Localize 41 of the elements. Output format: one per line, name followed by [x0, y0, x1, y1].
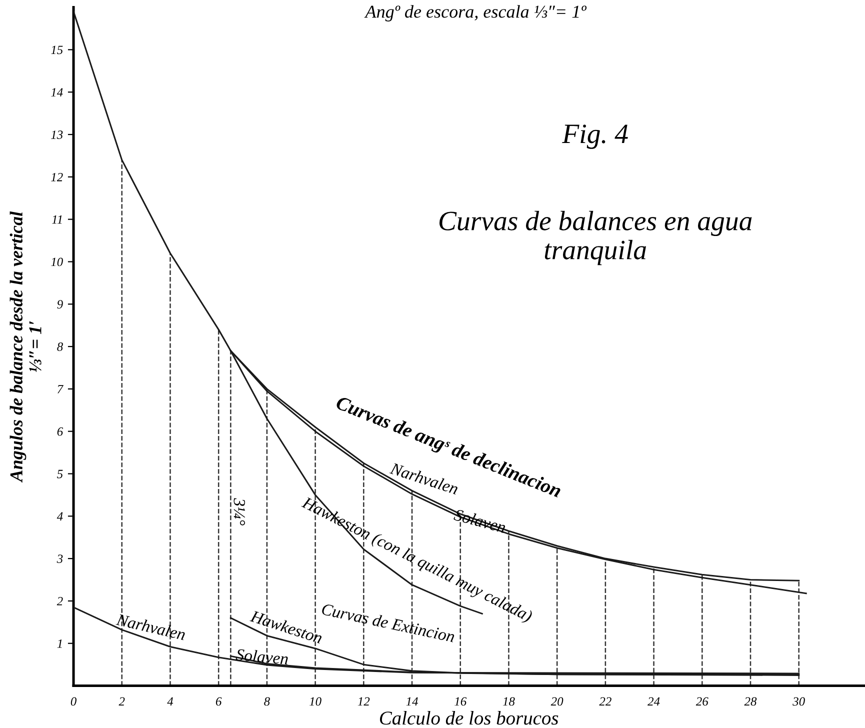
y-tick-label: 13 [51, 130, 63, 139]
annotation: 3¼° [234, 498, 246, 526]
y-tick-label: 2 [56, 597, 63, 606]
x-tick-label: 2 [118, 697, 125, 706]
y-axis-title: Angulos de balance desde la vertical ⅓″= 1′ [10, 211, 42, 483]
y-tick-label: 1 [57, 639, 62, 648]
x-tick-label: 6 [216, 697, 222, 706]
y-tick-label: 7 [58, 385, 64, 394]
x-tick-label: 28 [744, 697, 757, 706]
y-tick-label: 15 [51, 46, 63, 54]
annotation: Curvas de Extincion [321, 602, 456, 642]
x-tick-label: 18 [502, 697, 515, 706]
x-tick-label: 12 [358, 697, 370, 706]
y-tick-label: 6 [57, 427, 64, 436]
x-tick-label: 24 [648, 697, 660, 706]
x-axis-title: Calculo de los borucos [380, 711, 558, 725]
annotation: Angº de escora, escala ⅓″= 1º [364, 5, 587, 22]
x-tick-label: 0 [70, 697, 76, 706]
y-tick-label: 12 [51, 172, 63, 182]
x-tick-label: 30 [792, 697, 805, 706]
y-tick-label: 3 [56, 554, 63, 564]
y-tick-label: 10 [51, 258, 63, 266]
x-tick-label: 4 [167, 697, 174, 706]
x-tick-label: 20 [550, 697, 564, 706]
y-tick-label: 5 [57, 470, 63, 478]
y-tick-label: 14 [51, 88, 63, 96]
y-tick-label: 4 [56, 512, 63, 520]
x-tick-label: 26 [696, 697, 708, 706]
y-tick-label: 8 [57, 342, 63, 351]
x-tick-label: 16 [454, 697, 467, 706]
text: Fig. 4 [562, 124, 628, 149]
annotation: Narhvalen [116, 613, 186, 640]
x-tick-label: 8 [264, 697, 270, 706]
annotation: Solaven [236, 648, 288, 665]
text: Curvas de balances en agua tranquila [439, 210, 752, 266]
x-tick-label: 10 [309, 697, 322, 706]
annotation: Solaven [453, 508, 506, 534]
y-tick-label: 11 [52, 215, 62, 224]
x-tick-label: 14 [406, 697, 418, 706]
y-tick-label: 9 [57, 300, 63, 309]
x-tick-label: 22 [599, 697, 612, 706]
